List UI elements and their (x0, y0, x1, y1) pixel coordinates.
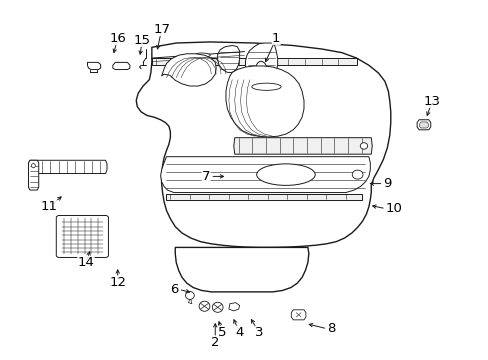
Ellipse shape (351, 170, 362, 179)
Polygon shape (28, 160, 39, 190)
Polygon shape (245, 43, 277, 80)
Text: 16: 16 (109, 32, 126, 45)
Text: 2: 2 (210, 336, 219, 348)
Ellipse shape (199, 301, 209, 311)
Polygon shape (136, 42, 390, 247)
Text: 9: 9 (383, 177, 391, 190)
FancyBboxPatch shape (56, 216, 108, 257)
Text: 10: 10 (385, 202, 402, 215)
Polygon shape (225, 66, 304, 137)
Ellipse shape (212, 302, 223, 312)
Ellipse shape (185, 292, 194, 300)
Text: 12: 12 (109, 276, 126, 289)
Text: 1: 1 (271, 32, 280, 45)
Text: 15: 15 (133, 33, 150, 47)
Ellipse shape (360, 143, 367, 149)
Text: 17: 17 (153, 23, 170, 36)
Polygon shape (160, 157, 369, 193)
Ellipse shape (195, 53, 210, 57)
Text: 13: 13 (423, 95, 440, 108)
Polygon shape (28, 160, 107, 174)
Ellipse shape (256, 164, 315, 185)
Polygon shape (233, 138, 371, 154)
Polygon shape (291, 310, 305, 320)
Polygon shape (228, 303, 239, 311)
Text: 14: 14 (78, 256, 94, 269)
Polygon shape (87, 62, 101, 69)
Text: 7: 7 (202, 170, 210, 183)
Text: 3: 3 (254, 326, 263, 339)
Ellipse shape (31, 163, 35, 168)
Text: 8: 8 (327, 322, 335, 335)
Ellipse shape (256, 61, 266, 76)
Ellipse shape (251, 83, 281, 90)
Polygon shape (419, 122, 427, 128)
Polygon shape (161, 54, 216, 86)
Polygon shape (152, 58, 356, 65)
Text: 5: 5 (218, 326, 226, 339)
Polygon shape (166, 194, 361, 200)
Polygon shape (175, 247, 308, 292)
Text: 4: 4 (235, 326, 244, 339)
Polygon shape (416, 120, 430, 130)
Polygon shape (113, 62, 130, 69)
Text: 11: 11 (41, 201, 58, 213)
Text: 6: 6 (170, 283, 178, 296)
Polygon shape (217, 45, 239, 72)
